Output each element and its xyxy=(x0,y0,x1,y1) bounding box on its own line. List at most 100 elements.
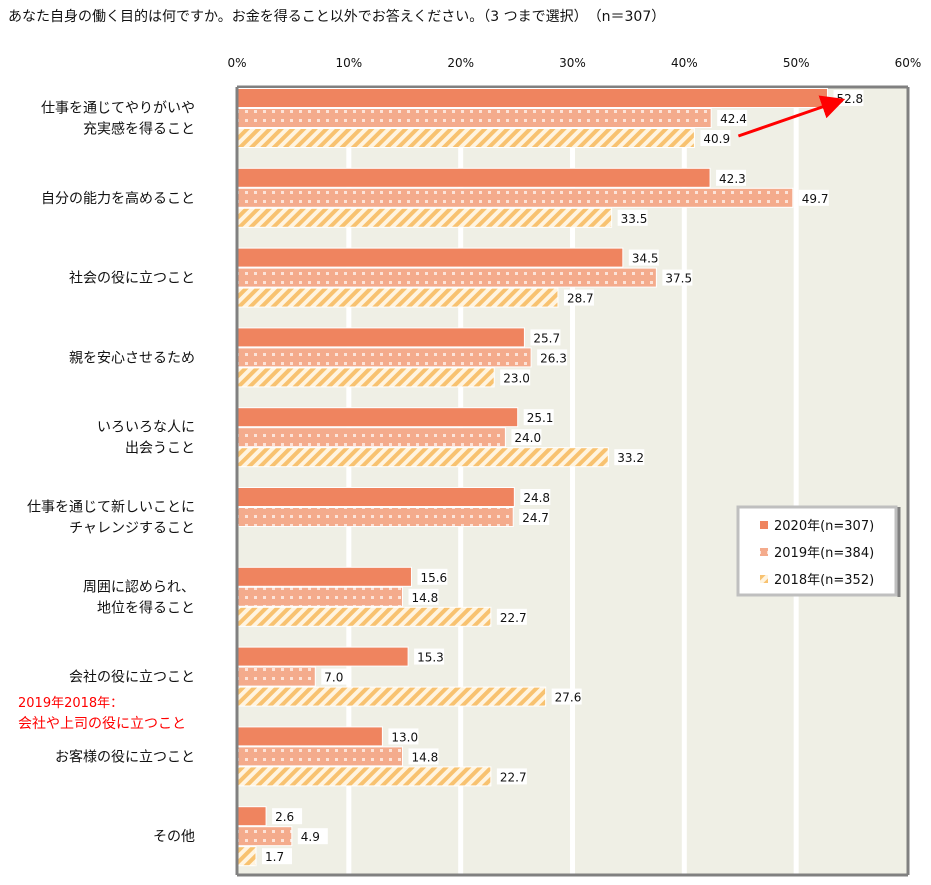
bar xyxy=(236,187,794,208)
bar xyxy=(236,766,492,787)
category-label: その他 xyxy=(153,829,195,845)
bar xyxy=(236,207,613,228)
annotation-note-2: 会社や上司の役に立つこと xyxy=(18,716,186,732)
category-label: 充実感を得ること xyxy=(83,121,195,138)
x-tick-label: 20% xyxy=(447,56,474,70)
bar xyxy=(236,128,695,148)
bar xyxy=(236,247,624,268)
data-label-box xyxy=(530,329,561,346)
bar xyxy=(236,726,383,747)
data-label-box xyxy=(537,349,568,366)
data-label: 22.7 xyxy=(500,770,527,784)
data-label-box xyxy=(417,568,448,585)
data-label: 49.7 xyxy=(802,192,829,206)
data-label: 24.7 xyxy=(522,511,549,525)
data-label-box xyxy=(717,110,748,126)
data-label-box xyxy=(551,688,582,705)
data-label: 7.0 xyxy=(324,671,343,685)
bar xyxy=(236,806,267,827)
bar xyxy=(236,606,492,627)
legend-swatch xyxy=(760,548,768,556)
chart-title: あなた自身の働く目的は何ですか。お金を得ること以外でお答えください。（3 つまで… xyxy=(8,9,666,25)
category-label: 仕事を通じてやりがいや xyxy=(41,101,195,117)
data-label-box xyxy=(716,169,747,186)
legend-label: 2018年(n=352) xyxy=(774,573,874,588)
data-label: 14.8 xyxy=(412,750,439,764)
bar xyxy=(236,167,711,188)
data-label-box xyxy=(500,369,531,386)
bar xyxy=(236,407,519,428)
bar xyxy=(236,826,293,847)
category-label: 周囲に認められ、 xyxy=(83,579,195,595)
data-label-box xyxy=(662,269,693,286)
data-label-box xyxy=(617,209,648,226)
bar xyxy=(236,846,257,867)
bar xyxy=(236,327,525,348)
data-label: 22.7 xyxy=(500,611,527,625)
annotation-note-1: 2019年2018年： xyxy=(18,696,124,711)
category-label: お客様の役に立つこと xyxy=(55,748,195,765)
bar xyxy=(236,746,404,767)
data-label-box xyxy=(496,768,527,785)
data-label-box xyxy=(262,848,293,865)
data-label: 52.8 xyxy=(836,92,863,106)
x-tick-label: 30% xyxy=(559,56,586,70)
data-label-box xyxy=(496,608,527,625)
bar xyxy=(236,686,547,707)
x-tick-label: 60% xyxy=(895,56,922,70)
data-label: 40.9 xyxy=(703,132,730,146)
bar xyxy=(236,447,609,468)
data-label-box xyxy=(408,588,439,605)
data-label: 4.9 xyxy=(301,830,320,844)
bar xyxy=(236,586,404,607)
data-label: 2.6 xyxy=(275,810,294,824)
bar xyxy=(236,666,316,687)
annotation-arrow xyxy=(737,95,846,138)
data-label: 27.6 xyxy=(555,691,582,705)
x-tick-label: 40% xyxy=(671,56,698,70)
category-label: 出会うこと xyxy=(125,441,195,457)
data-label: 34.5 xyxy=(632,252,659,266)
bar xyxy=(236,367,495,388)
bar xyxy=(236,487,515,507)
data-label: 25.7 xyxy=(533,331,560,345)
data-label: 15.3 xyxy=(417,651,444,665)
data-label-box xyxy=(408,748,439,765)
x-tick-label: 50% xyxy=(783,56,810,70)
category-label: いろいろな人に xyxy=(97,420,195,436)
category-label: 仕事を通じて新しいことに xyxy=(27,500,195,516)
data-label-box xyxy=(414,648,445,665)
data-label: 1.7 xyxy=(265,850,284,864)
bar xyxy=(236,646,409,667)
category-label: チャレンジすること xyxy=(69,521,195,537)
data-label-box xyxy=(519,509,550,525)
bar xyxy=(236,566,412,587)
data-label: 14.8 xyxy=(412,591,439,605)
category-label: 自分の能力を高めること xyxy=(41,190,195,207)
category-label: 社会の役に立つこと xyxy=(69,271,195,287)
data-label-box xyxy=(511,429,542,446)
data-label: 37.5 xyxy=(665,272,692,286)
legend-swatch xyxy=(760,521,768,529)
data-label: 23.0 xyxy=(503,371,530,385)
bar xyxy=(236,267,657,288)
data-label: 42.4 xyxy=(720,112,747,126)
data-label-box xyxy=(520,489,551,505)
data-label-box xyxy=(321,668,352,685)
data-label: 24.8 xyxy=(523,491,550,505)
data-label-box xyxy=(297,828,328,845)
bar xyxy=(236,287,559,308)
data-label: 13.0 xyxy=(391,730,418,744)
data-label-box xyxy=(614,449,645,466)
bar xyxy=(236,88,828,108)
data-label: 28.7 xyxy=(567,292,594,306)
data-label-box xyxy=(272,808,303,825)
category-label: 地位を得ること xyxy=(97,599,195,616)
bar xyxy=(236,507,514,527)
legend-swatch xyxy=(760,575,768,583)
data-label-box xyxy=(700,130,731,146)
data-label-box xyxy=(388,728,419,745)
data-label: 26.3 xyxy=(540,351,567,365)
legend-label: 2019年(n=384) xyxy=(774,546,874,561)
